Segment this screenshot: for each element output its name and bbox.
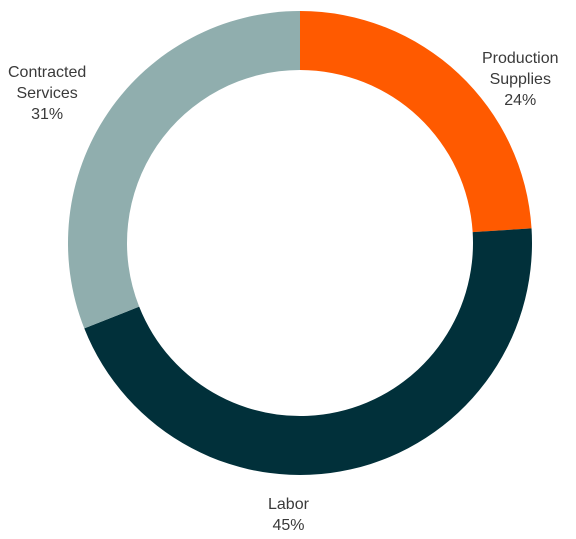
slice-label-contracted-services: Contracted Services 31% — [8, 62, 86, 125]
slice-label-name: Production — [482, 50, 559, 67]
slice-label-name-line2: Supplies — [489, 71, 551, 88]
slice-label-percent: 45% — [272, 517, 305, 534]
donut-slices — [67, 11, 532, 475]
slice-label-name-line2: Services — [16, 85, 78, 102]
slice-label-percent: 24% — [504, 92, 537, 109]
slice-label-percent: 31% — [31, 106, 64, 123]
slice-production-supplies — [300, 11, 532, 233]
slice-label-name: Contracted — [8, 64, 87, 81]
slice-label-production-supplies: Production Supplies 24% — [482, 48, 559, 111]
slice-label-labor: Labor 45% — [268, 494, 309, 536]
slice-contracted-services — [67, 11, 300, 329]
slice-label-name: Labor — [268, 496, 309, 513]
slice-labor — [84, 228, 532, 475]
